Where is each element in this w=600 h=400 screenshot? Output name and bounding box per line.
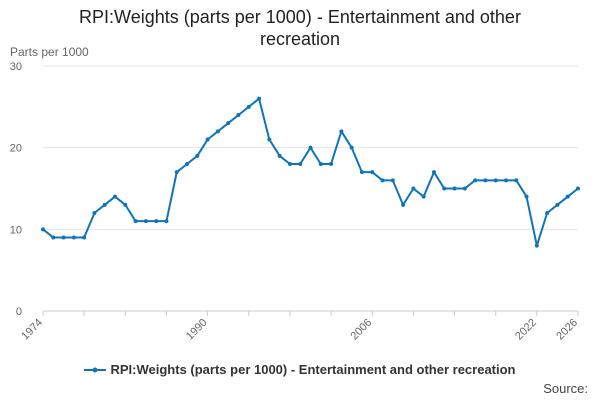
y-tick-label: 20	[10, 143, 22, 155]
data-point[interactable]	[215, 129, 220, 134]
data-point[interactable]	[113, 194, 118, 199]
data-point[interactable]	[236, 113, 241, 117]
data-point[interactable]	[102, 202, 107, 207]
data-point[interactable]	[421, 194, 426, 199]
data-point[interactable]	[133, 219, 138, 224]
series-group	[41, 96, 580, 248]
source-label: Source:	[543, 381, 588, 396]
legend-line-marker-icon	[84, 367, 107, 372]
data-point[interactable]	[195, 153, 200, 158]
data-point[interactable]	[174, 170, 179, 175]
x-tick-label: 1990	[184, 317, 210, 343]
data-point[interactable]	[277, 153, 282, 158]
data-point[interactable]	[257, 96, 262, 101]
data-point[interactable]	[298, 162, 303, 166]
chart-title: RPI:Weights (parts per 1000) - Entertain…	[0, 6, 600, 50]
y-tick-label: 0	[16, 306, 22, 318]
data-point[interactable]	[555, 202, 560, 207]
y-axis-ticks: 0 10 20 30	[10, 61, 22, 318]
data-point[interactable]	[123, 202, 128, 207]
data-point[interactable]	[226, 121, 231, 126]
y-tick-label: 10	[10, 224, 22, 236]
x-tick-label: 1974	[19, 317, 45, 343]
data-point[interactable]	[246, 104, 251, 109]
chart-title-line-2: recreation	[259, 29, 341, 49]
series-line	[42, 97, 579, 247]
data-point[interactable]	[329, 162, 334, 166]
data-point[interactable]	[51, 235, 56, 240]
data-point[interactable]	[401, 202, 406, 207]
chart-title-line-1: RPI:Weights (parts per 1000) - Entertain…	[79, 7, 521, 27]
data-point[interactable]	[576, 186, 580, 191]
data-point[interactable]	[318, 162, 323, 166]
data-point[interactable]	[431, 170, 436, 175]
data-point[interactable]	[349, 145, 354, 150]
x-tick-label: 2006	[349, 317, 375, 343]
data-point[interactable]	[205, 137, 210, 142]
data-point[interactable]	[61, 235, 66, 240]
data-point[interactable]	[565, 194, 570, 199]
data-point[interactable]	[411, 186, 416, 191]
data-point[interactable]	[339, 129, 344, 134]
y-axis-label: Parts per 1000	[10, 45, 89, 59]
data-point[interactable]	[473, 178, 478, 183]
data-point[interactable]	[370, 170, 375, 175]
data-point[interactable]	[359, 170, 364, 175]
data-point[interactable]	[267, 137, 272, 142]
legend[interactable]: RPI:Weights (parts per 1000) - Entertain…	[0, 362, 600, 377]
data-point[interactable]	[452, 186, 457, 191]
x-axis-ticks: 1974 1990 2006 2022 2026	[19, 317, 580, 343]
data-point[interactable]	[143, 219, 148, 224]
data-point[interactable]	[82, 235, 87, 240]
data-point[interactable]	[462, 186, 467, 191]
data-point[interactable]	[390, 178, 395, 183]
data-point[interactable]	[493, 178, 498, 183]
data-point[interactable]	[185, 162, 190, 166]
data-point[interactable]	[534, 243, 539, 248]
data-point[interactable]	[154, 219, 159, 224]
data-point[interactable]	[524, 194, 529, 199]
data-point[interactable]	[503, 178, 508, 183]
x-tick-label: 2022	[513, 317, 539, 343]
y-tick-label: 30	[10, 61, 22, 73]
legend-label: RPI:Weights (parts per 1000) - Entertain…	[110, 362, 516, 377]
data-point[interactable]	[287, 162, 292, 166]
data-point[interactable]	[92, 211, 97, 215]
x-axis	[42, 310, 579, 316]
data-point[interactable]	[71, 235, 76, 240]
data-point[interactable]	[41, 227, 45, 232]
data-point[interactable]	[442, 186, 447, 191]
x-tick-label: 2026	[554, 317, 580, 343]
data-point[interactable]	[483, 178, 488, 183]
data-point[interactable]	[380, 178, 385, 183]
data-point[interactable]	[514, 178, 519, 183]
data-point[interactable]	[545, 211, 550, 215]
data-point[interactable]	[308, 145, 313, 150]
data-point[interactable]	[164, 219, 169, 224]
